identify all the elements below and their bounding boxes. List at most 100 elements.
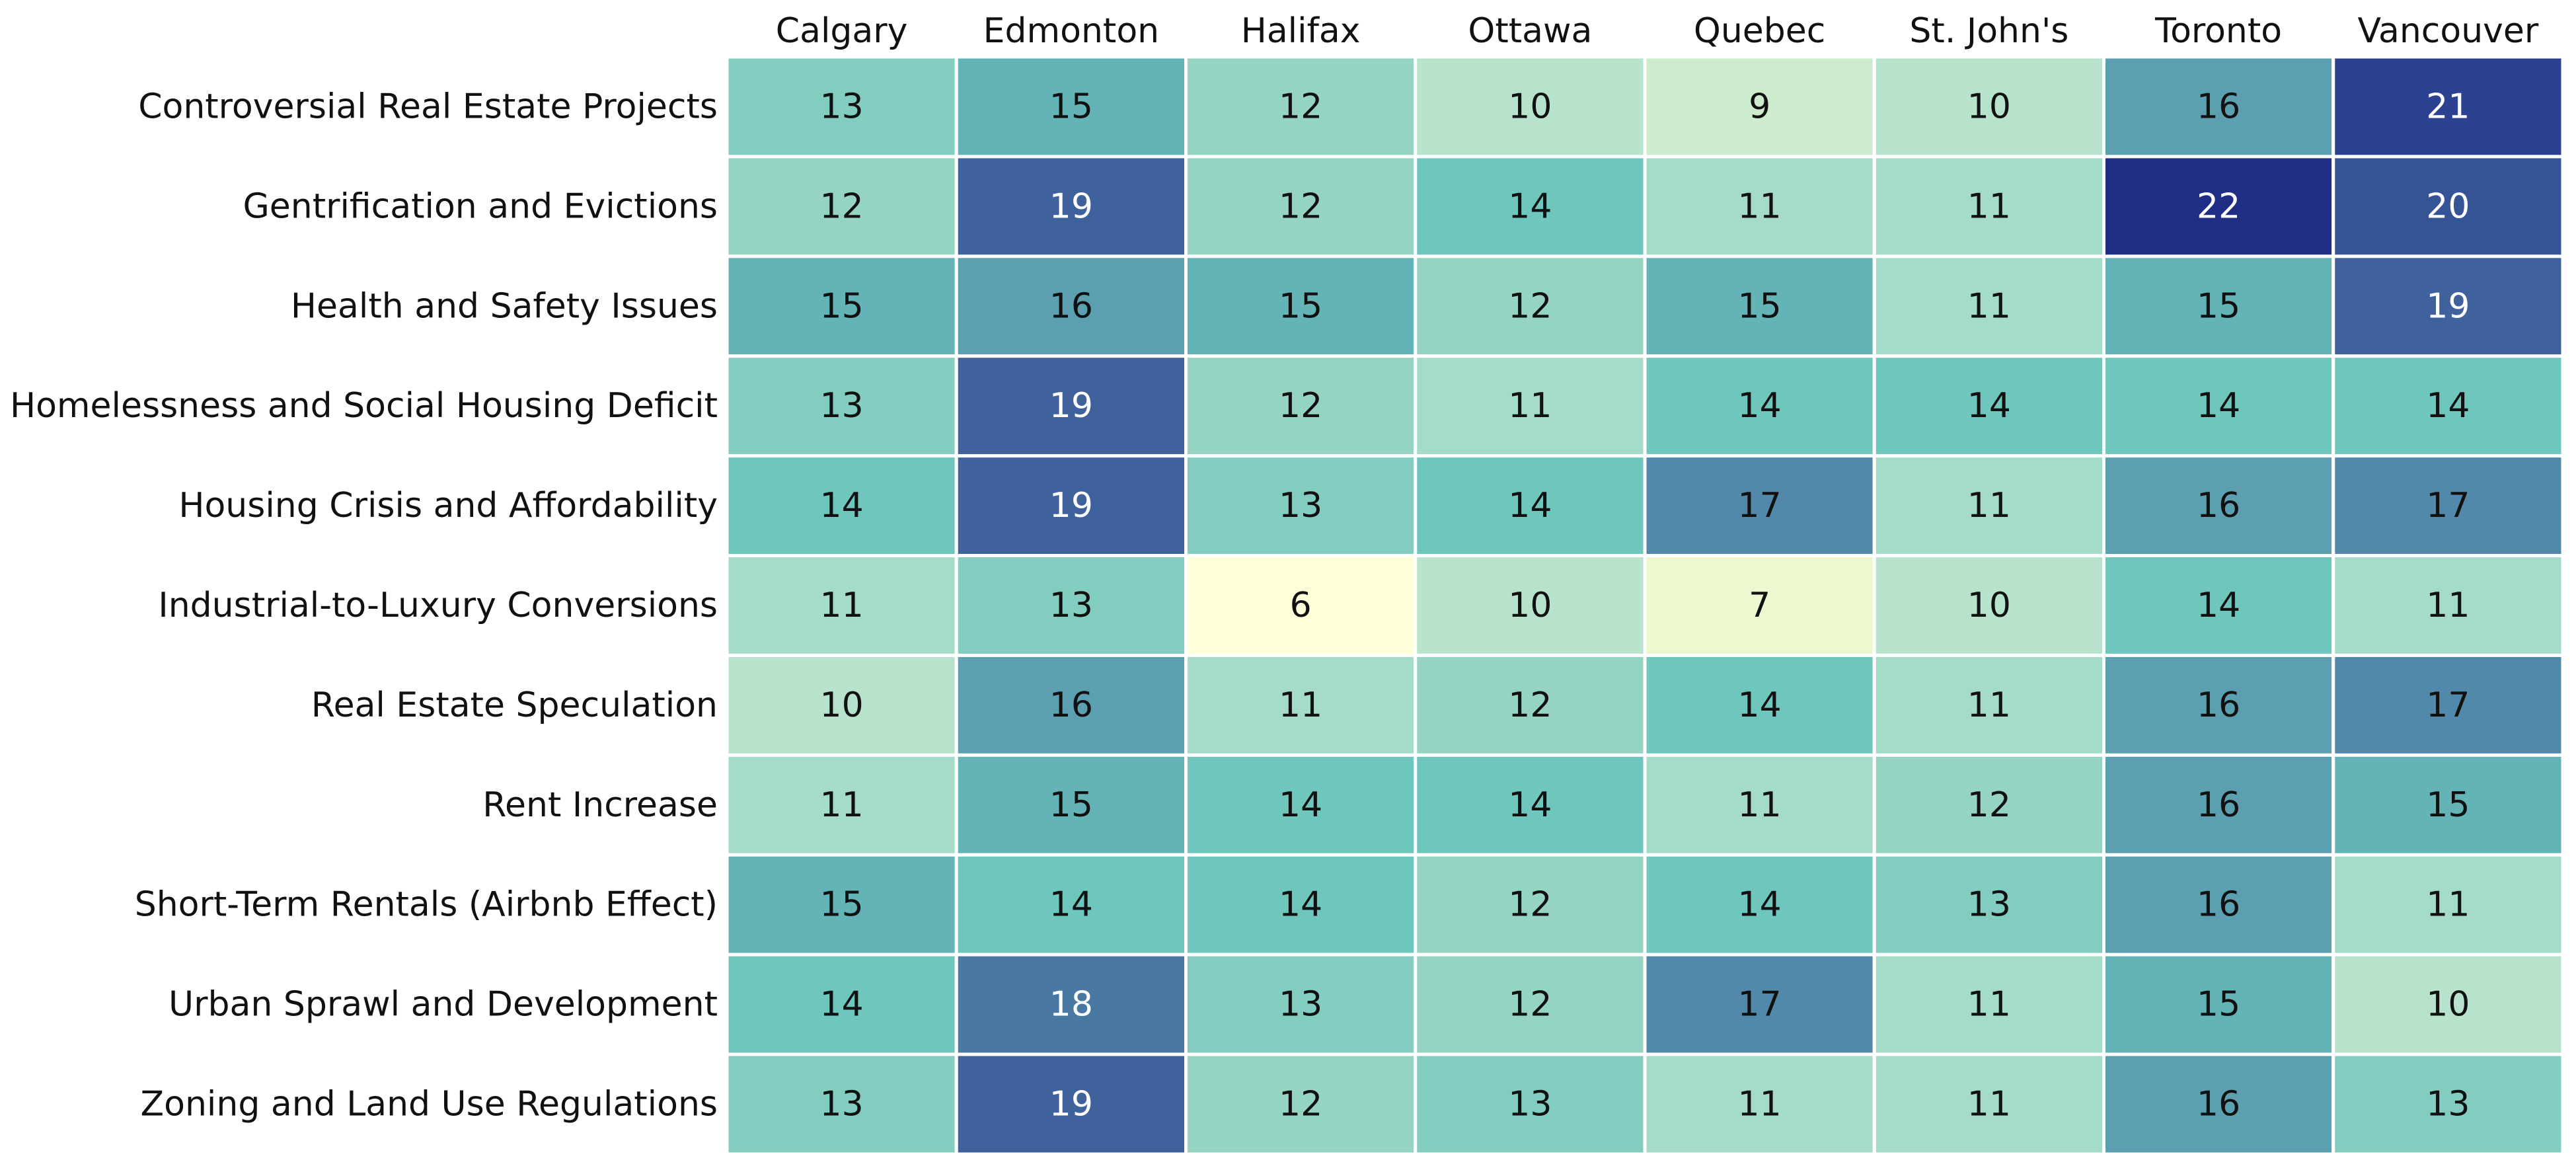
heatmap-cell	[1643, 254, 1876, 358]
row-label-housing-crisis-and-affordability: Housing Crisis and Affordability	[178, 486, 718, 526]
cell-value-label: 18	[1049, 985, 1093, 1025]
cell-value-label: 11	[1967, 186, 2011, 226]
cell-value-label: 12	[820, 186, 864, 226]
heatmap-cell	[1414, 953, 1647, 1056]
cell-value-label: 15	[2197, 286, 2240, 326]
heatmap-cell	[2331, 953, 2565, 1056]
cell-value-label: 10	[1967, 586, 2011, 625]
heatmap-cell	[954, 554, 1188, 657]
heatmap-cell	[1643, 653, 1876, 757]
heatmap-cell	[1643, 1052, 1876, 1156]
heatmap-cell	[1184, 254, 1418, 358]
cell-value-label: 14	[2426, 386, 2470, 426]
cell-value-label: 15	[2197, 985, 2240, 1025]
row-label-zoning-and-land-use-regulations: Zoning and Land Use Regulations	[141, 1085, 718, 1124]
heatmap-cell	[1872, 1052, 2105, 1156]
cell-value-label: 7	[1749, 586, 1770, 625]
cell-value-label: 15	[1049, 87, 1093, 126]
row-label-rent-increase: Rent Increase	[482, 785, 718, 825]
cell-value-label: 13	[1967, 885, 2011, 925]
column-labels: Calgary Edmonton Halifax Ottawa Quebec St. Jo…	[776, 11, 2539, 51]
heatmap-cell	[2331, 653, 2565, 757]
heatmap-cell	[1643, 354, 1876, 458]
heatmap-cell	[1184, 354, 1418, 458]
heatmap-cell	[2331, 454, 2565, 558]
cell-value-label: 13	[1508, 1085, 1552, 1124]
cell-value-label: 12	[1967, 785, 2011, 825]
cell-value-label: 11	[1967, 685, 2011, 725]
cell-value-label: 14	[1738, 685, 1782, 725]
heatmap-cell	[725, 953, 958, 1056]
cell-value-label: 10	[1508, 586, 1552, 625]
cell-value-label: 16	[2197, 885, 2240, 925]
cell-value-label: 10	[1508, 87, 1552, 126]
cell-value-label: 15	[1738, 286, 1782, 326]
cell-value-label: 16	[2197, 785, 2240, 825]
cell-value-label: 22	[2197, 186, 2240, 226]
heatmap-cell	[1872, 953, 2105, 1056]
row-label-industrial-to-luxury-conversions: Industrial-to-Luxury Conversions	[158, 586, 718, 625]
cell-value-label: 13	[1049, 586, 1093, 625]
cell-value-label: 11	[1738, 186, 1782, 226]
cell-value-label: 16	[1049, 286, 1093, 326]
cell-value-label: 11	[2426, 586, 2470, 625]
row-label-urban-sprawl-and-development: Urban Sprawl and Development	[169, 985, 718, 1025]
column-label-halifax: Halifax	[1241, 11, 1361, 51]
column-label-st-john-s: St. John's	[1909, 11, 2068, 51]
heatmap-cell	[2331, 853, 2565, 956]
cell-value-label: 13	[1279, 486, 1322, 526]
cell-value-label: 20	[2426, 186, 2470, 226]
cell-value-label: 9	[1749, 87, 1770, 126]
cell-value-label: 15	[1279, 286, 1322, 326]
row-label-controversial-real-estate-projects: Controversial Real Estate Projects	[138, 87, 718, 126]
column-label-calgary: Calgary	[776, 11, 908, 51]
cell-value-label: 15	[2426, 785, 2470, 825]
heatmap-cell	[2331, 55, 2565, 159]
cell-value-label: 13	[1279, 985, 1322, 1025]
cell-value-label: 14	[2197, 386, 2240, 426]
cell-value-label: 16	[2197, 1085, 2240, 1124]
cell-value-label: 14	[1508, 486, 1552, 526]
cell-value-label: 13	[820, 87, 864, 126]
cell-value-label: 16	[2197, 87, 2240, 126]
cell-value-label: 11	[1508, 386, 1552, 426]
cell-value-label: 14	[820, 486, 864, 526]
cell-value-label: 14	[1049, 885, 1093, 925]
cell-value-label: 11	[1967, 1085, 2011, 1124]
heatmap-cell	[1184, 753, 1418, 857]
heatmap-cell	[2331, 1052, 2565, 1156]
cell-value-label: 19	[2426, 286, 2470, 326]
heatmap-cell	[1184, 953, 1418, 1056]
heatmap-cell	[725, 1052, 958, 1156]
heatmap-cell	[1643, 554, 1876, 657]
heatmap-cell	[954, 55, 1188, 159]
cell-value-label: 14	[1508, 186, 1552, 226]
cell-value-label: 11	[1967, 985, 2011, 1025]
heatmap-cell	[2102, 653, 2335, 757]
heatmap-cell	[1184, 1052, 1418, 1156]
column-label-quebec: Quebec	[1694, 11, 1825, 51]
heatmap-cell	[2102, 554, 2335, 657]
column-label-edmonton: Edmonton	[983, 11, 1159, 51]
cell-value-label: 14	[1967, 386, 2011, 426]
cell-value-label: 11	[1738, 1085, 1782, 1124]
cell-value-label: 14	[1508, 785, 1552, 825]
row-label-real-estate-speculation: Real Estate Speculation	[311, 685, 718, 725]
heatmap-cell	[725, 254, 958, 358]
cell-value-label: 12	[1279, 186, 1322, 226]
heatmap-cell	[1872, 55, 2105, 159]
cell-value-label: 21	[2426, 87, 2470, 126]
cell-value-label: 14	[1738, 386, 1782, 426]
cell-value-label: 12	[1508, 885, 1552, 925]
cell-value-label: 12	[1508, 286, 1552, 326]
heatmap-cell	[1414, 1052, 1647, 1156]
cell-value-label: 13	[820, 1085, 864, 1124]
row-label-short-term-rentals-airbnb-effect: Short-Term Rentals (Airbnb Effect)	[135, 885, 718, 925]
heatmap-cell	[1872, 653, 2105, 757]
column-label-toronto: Toronto	[2154, 11, 2282, 51]
cell-value-label: 19	[1049, 186, 1093, 226]
cell-value-label: 14	[1279, 885, 1322, 925]
cell-value-label: 16	[1049, 685, 1093, 725]
cell-value-label: 11	[1279, 685, 1322, 725]
row-label-homelessness-and-social-housing-deficit: Homelessness and Social Housing Deficit	[10, 386, 718, 426]
